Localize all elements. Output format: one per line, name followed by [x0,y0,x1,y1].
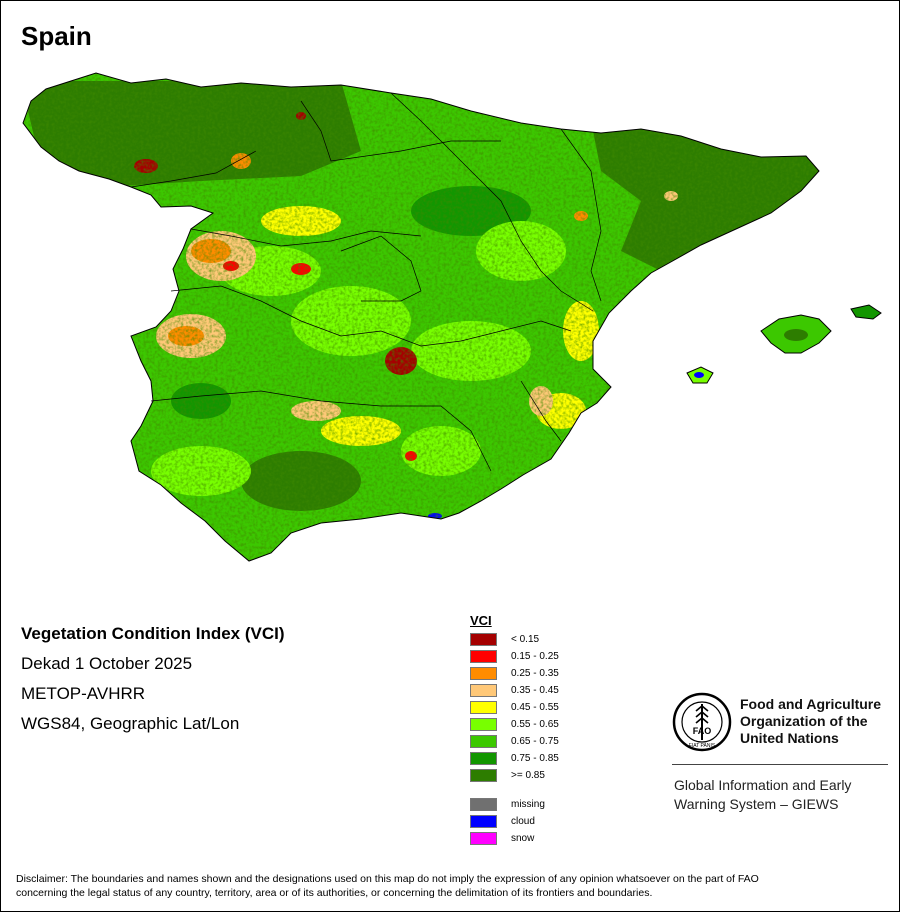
legend-item: 0.35 - 0.45 [470,682,559,699]
legend-label: >= 0.85 [511,770,545,781]
giews-name: Global Information and Early Warning Sys… [674,776,851,814]
legend-swatch [470,798,497,811]
legend-label: 0.15 - 0.25 [511,651,559,662]
divider [672,764,888,765]
legend-swatch [470,650,497,663]
legend-title: VCI [470,613,492,628]
disclaimer-line1: Disclaimer: The boundaries and names sho… [16,873,759,885]
dekad-date: Dekad 1 October 2025 [21,654,193,673]
legend-swatch [470,752,497,765]
legend-label: 0.35 - 0.45 [511,685,559,696]
legend-swatch [470,832,497,845]
org-name-line3: United Nations [740,730,839,746]
legend-swatch [470,718,497,731]
sensor-name: METOP-AVHRR [21,684,146,703]
legend-swatch [470,735,497,748]
vci-legend: VCI < 0.15 0.15 - 0.25 0.25 - 0.35 0.35 - 0… [470,613,559,847]
legend-item: missing [470,796,559,813]
legend-swatch [470,769,497,782]
legend-label: 0.45 - 0.55 [511,702,559,713]
legend-item: < 0.15 [470,631,559,648]
fao-logo-text: FAO [693,726,712,736]
map-title: Spain [21,21,92,51]
fao-logo-icon: FAO FIAT PANIS [672,692,732,752]
legend-swatch [470,701,497,714]
org-name-line1: Food and Agriculture [740,696,882,712]
legend-label: 0.55 - 0.65 [511,719,559,730]
giews-line2: Warning System – GIEWS [674,796,839,812]
org-name-line2: Organization of the [740,713,868,729]
legend-item: >= 0.85 [470,767,559,784]
legend-label: snow [511,833,535,844]
legend-item: 0.65 - 0.75 [470,733,559,750]
legend-classes: < 0.15 0.15 - 0.25 0.25 - 0.35 0.35 - 0.45 0… [470,631,559,784]
legend-label: 0.25 - 0.35 [511,668,559,679]
vci-map [22,72,882,562]
disclaimer-line2: concerning the legal status of any count… [16,887,653,899]
disclaimer: Disclaimer: The boundaries and names sho… [16,872,886,900]
legend-item: 0.75 - 0.85 [470,750,559,767]
projection-name: WGS84, Geographic Lat/Lon [21,714,240,733]
legend-swatch [470,684,497,697]
legend-swatch [470,667,497,680]
legend-item: 0.15 - 0.25 [470,648,559,665]
legend-label: cloud [511,816,535,827]
legend-item: 0.55 - 0.65 [470,716,559,733]
legend-label: missing [511,799,545,810]
legend-item: snow [470,830,559,847]
fao-logo-motto: FIAT PANIS [689,743,716,749]
legend-item: cloud [470,813,559,830]
legend-item: 0.45 - 0.55 [470,699,559,716]
legend-special: missing cloud snow [470,796,559,847]
legend-label: 0.75 - 0.85 [511,753,559,764]
giews-line1: Global Information and Early [674,777,852,793]
legend-swatch [470,633,497,646]
map-info: Vegetation Condition Index (VCI) Dekad 1… [21,619,285,739]
legend-label: < 0.15 [511,634,540,645]
legend-label: 0.65 - 0.75 [511,736,559,747]
index-name: Vegetation Condition Index (VCI) [21,624,285,643]
organization-name: Food and Agriculture Organization of the… [740,696,881,747]
legend-swatch [470,815,497,828]
legend-item: 0.25 - 0.35 [470,665,559,682]
